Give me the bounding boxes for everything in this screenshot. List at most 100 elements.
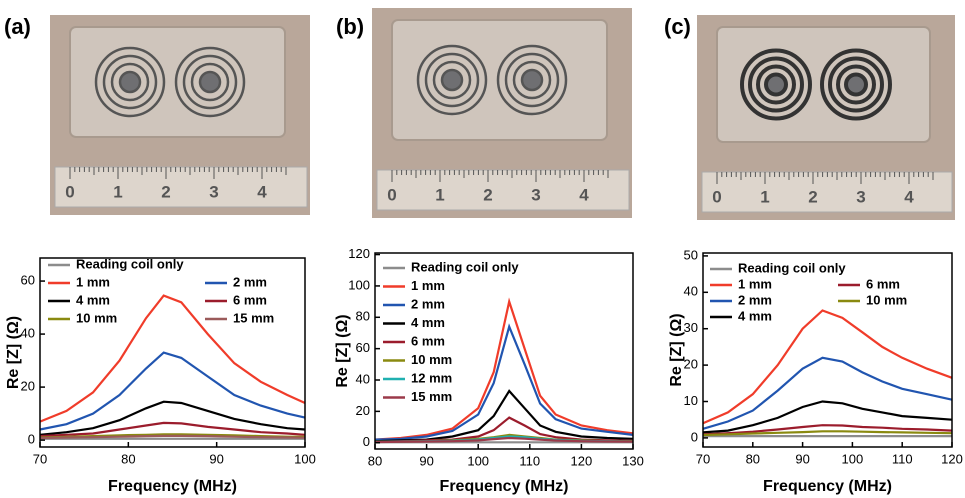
y-tick-label: 60	[356, 340, 370, 355]
ruler-number: 0	[65, 182, 74, 201]
legend-label: 15 mm	[233, 310, 274, 325]
ruler-number: 1	[435, 185, 444, 204]
y-axis-label: Re [Z] (Ω)	[334, 314, 351, 387]
series-line	[702, 430, 953, 437]
coil-ring	[424, 52, 480, 108]
legend-label: 4 mm	[738, 308, 772, 323]
y-tick-label: 50	[684, 247, 698, 262]
ruler-number: 4	[579, 185, 589, 204]
x-tick-label: 70	[696, 451, 710, 466]
ruler-number: 1	[113, 182, 122, 201]
ruler-number: 1	[760, 187, 769, 206]
ruler-number: 4	[257, 182, 267, 201]
y-tick-label: 40	[684, 284, 698, 299]
coil-ring	[182, 54, 238, 110]
coil-ring	[440, 68, 464, 92]
legend-label: 1 mm	[76, 274, 110, 289]
ruler	[54, 166, 308, 208]
x-tick-label: 100	[842, 451, 864, 466]
y-tick-label: 0	[28, 432, 35, 447]
coil-ring	[512, 60, 552, 100]
ruler-number: 3	[209, 182, 218, 201]
coil-ring	[496, 44, 568, 116]
legend-label: 4 mm	[411, 315, 445, 330]
coil-ring	[102, 54, 158, 110]
ruler-number: 3	[856, 187, 865, 206]
coil-ring	[520, 68, 544, 92]
x-tick-label: 110	[892, 451, 913, 466]
coil-ring	[174, 46, 246, 118]
ruler-number: 3	[531, 185, 540, 204]
legend-label: 6 mm	[411, 333, 445, 348]
substrate-film	[69, 26, 286, 138]
series-line	[374, 436, 634, 444]
ruler-number: 4	[904, 187, 914, 206]
coil-ring	[756, 64, 796, 105]
x-tick-label: 80	[121, 451, 135, 466]
y-tick-label: 20	[684, 357, 698, 372]
legend-label: 10 mm	[411, 352, 452, 367]
legend-label: 1 mm	[738, 276, 772, 291]
coil-ring	[110, 62, 150, 102]
y-tick-label: 20	[21, 379, 35, 394]
y-tick-label: 40	[21, 326, 35, 341]
legend-label: 2 mm	[411, 296, 445, 311]
series-line	[374, 297, 634, 441]
y-tick-label: 100	[348, 277, 370, 292]
coil-ring	[836, 64, 876, 105]
plot-frame	[39, 257, 306, 448]
x-tick-label: 130	[622, 453, 644, 468]
y-tick-label: 60	[21, 272, 35, 287]
series-line	[39, 400, 306, 436]
ruler	[376, 169, 630, 211]
panel-label: (b)	[336, 14, 364, 39]
legend-label: 12 mm	[411, 370, 452, 385]
legend-label: Reading coil only	[411, 259, 519, 274]
y-axis-label: Re [Z] (Ω)	[5, 316, 22, 389]
coil-ring	[416, 44, 488, 116]
series-line	[39, 294, 306, 423]
plot-frame	[702, 252, 953, 448]
x-tick-label: 100	[294, 451, 316, 466]
legend-label: 1 mm	[411, 278, 445, 293]
legend-label: Reading coil only	[738, 260, 846, 275]
x-tick-label: 100	[467, 453, 489, 468]
legend-label: 2 mm	[233, 274, 267, 289]
legend-label: 6 mm	[233, 292, 267, 307]
y-tick-label: 80	[356, 309, 370, 324]
ruler	[701, 171, 953, 213]
coil-ring	[820, 48, 892, 121]
coil-ring	[118, 70, 142, 94]
coil-ring	[844, 72, 868, 97]
x-axis-label: Frequency (MHz)	[440, 478, 569, 495]
y-axis-label: Re [Z] (Ω)	[668, 313, 685, 386]
legend-label: 2 mm	[738, 292, 772, 307]
x-axis-label: Frequency (MHz)	[108, 478, 237, 495]
panel-label: (c)	[664, 14, 691, 39]
series-line	[702, 356, 953, 430]
y-tick-label: 30	[684, 320, 698, 335]
x-tick-label: 80	[746, 451, 760, 466]
coil-ring	[504, 52, 560, 108]
legend-label: 4 mm	[76, 292, 110, 307]
series-line	[702, 309, 953, 425]
ruler-number: 2	[483, 185, 492, 204]
x-tick-label: 110	[519, 453, 540, 468]
ruler-number: 0	[387, 185, 396, 204]
series-line	[702, 400, 953, 434]
coil-ring	[198, 70, 222, 94]
x-tick-label: 80	[368, 453, 382, 468]
plot-frame	[374, 252, 634, 450]
coil-ring	[740, 48, 812, 121]
ruler-number: 2	[161, 182, 170, 201]
y-tick-label: 20	[356, 403, 370, 418]
series-line	[374, 323, 634, 441]
legend-label: 6 mm	[866, 276, 900, 291]
coil-ring	[764, 72, 788, 97]
series-line	[39, 421, 306, 438]
y-tick-label: 40	[356, 371, 370, 386]
series-line	[39, 434, 306, 440]
coil-ring	[748, 56, 804, 113]
panel-label: (a)	[4, 14, 31, 39]
